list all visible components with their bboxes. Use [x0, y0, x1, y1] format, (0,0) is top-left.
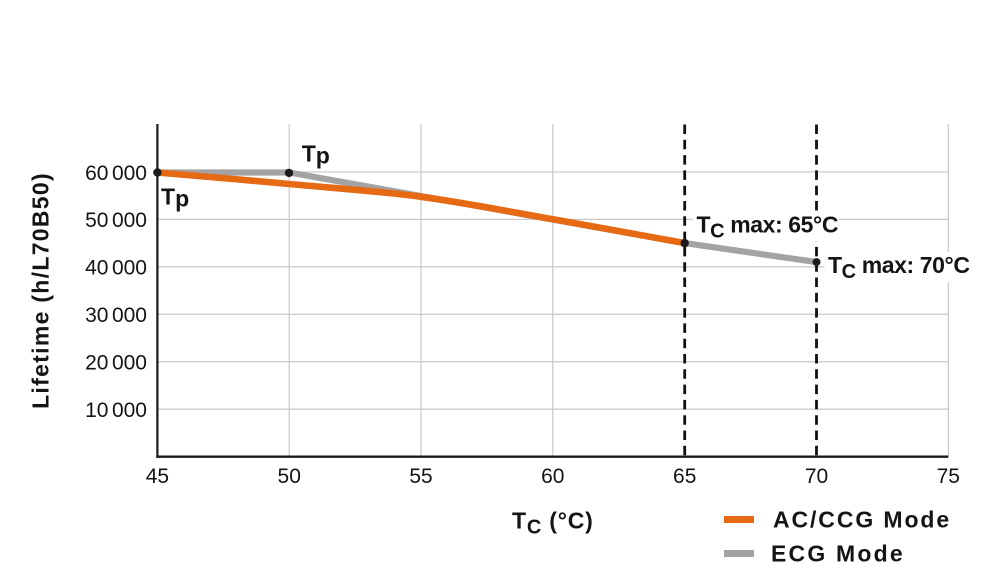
svg-text:ECG Mode: ECG Mode — [771, 541, 905, 567]
svg-text:TC (°C): TC (°C) — [512, 508, 594, 539]
svg-text:Tp: Tp — [302, 141, 330, 169]
svg-text:60: 60 — [541, 465, 564, 488]
svg-text:AC/CCG Mode: AC/CCG Mode — [773, 507, 951, 533]
svg-text:Lifetime (h/L70B50): Lifetime (h/L70B50) — [28, 172, 54, 409]
svg-text:45: 45 — [146, 465, 169, 488]
svg-text:Tp: Tp — [161, 183, 189, 211]
svg-text:75: 75 — [937, 465, 960, 488]
svg-text:65: 65 — [673, 465, 696, 488]
svg-text:50: 50 — [278, 465, 301, 488]
svg-text:70: 70 — [805, 465, 828, 488]
svg-text:55: 55 — [409, 465, 432, 488]
